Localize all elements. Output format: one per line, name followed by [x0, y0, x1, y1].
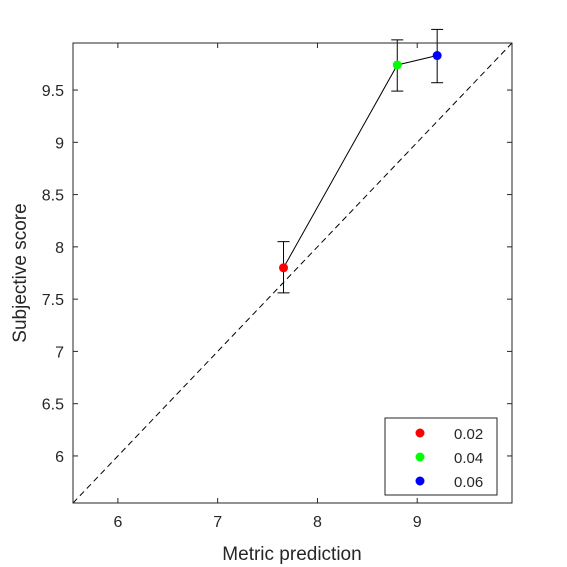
plot-frame [72, 42, 513, 504]
x-axis-label: Metric prediction [222, 544, 361, 565]
y-tick-label: 7.5 [42, 292, 64, 309]
y-tick-label: 9 [55, 135, 64, 152]
legend-label: 0.06 [454, 474, 483, 491]
y-tick-label: 8.5 [42, 188, 64, 205]
x-tick-label: 9 [413, 514, 422, 531]
y-axis-label: Subjective score [10, 203, 31, 342]
data-point-0.04 [392, 60, 402, 70]
y-tick-label: 8 [55, 240, 64, 257]
y-tick-label: 7 [55, 344, 64, 361]
data-point-0.06 [432, 51, 442, 61]
legend-marker-0.06 [415, 476, 425, 486]
legend-marker-0.04 [415, 452, 425, 462]
y-tick-label: 6 [55, 449, 64, 466]
x-tick-label: 7 [213, 514, 222, 531]
identity-line [73, 43, 512, 503]
legend-box [384, 417, 498, 496]
y-tick-label: 9.5 [42, 83, 64, 100]
ticks-layer: 6 7 8 9 6 6.5 7 7.5 8 8.5 9 9.5 [42, 43, 512, 531]
x-tick-label: 8 [313, 514, 322, 531]
y-tick-label: 6.5 [42, 397, 64, 414]
data-point-0.02 [279, 263, 289, 273]
legend-marker-0.02 [415, 428, 425, 438]
legend-label: 0.02 [454, 426, 483, 443]
reference-layer [73, 43, 512, 503]
legend: 0.02 0.04 0.06 [384, 417, 498, 496]
series-layer [277, 28, 444, 294]
legend-label: 0.04 [454, 450, 483, 467]
x-tick-label: 6 [113, 514, 122, 531]
